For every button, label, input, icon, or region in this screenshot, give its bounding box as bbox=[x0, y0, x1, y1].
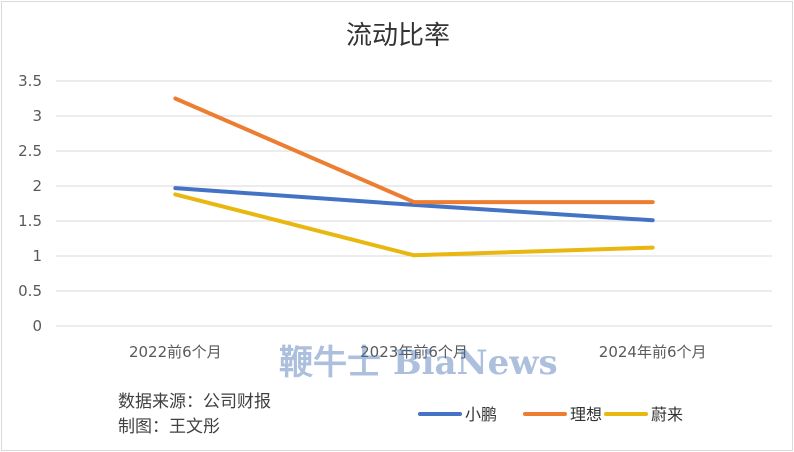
watermark: 鞭牛士 BiaNews bbox=[279, 343, 558, 383]
series-lines bbox=[173, 96, 655, 258]
legend-label: 蔚来 bbox=[651, 405, 683, 424]
y-tick-label: 3 bbox=[32, 107, 42, 125]
series-line-1 bbox=[173, 186, 655, 223]
y-tick-label: 0.5 bbox=[18, 282, 42, 300]
y-tick-label: 0 bbox=[32, 317, 42, 335]
legend-label: 理想 bbox=[570, 405, 602, 424]
series-line-2 bbox=[173, 96, 655, 205]
y-axis-ticks: 0 0.5 1 1.5 2 2.5 3 3.5 bbox=[18, 72, 42, 335]
y-tick-label: 3.5 bbox=[18, 72, 42, 90]
series-line-3 bbox=[173, 192, 655, 258]
y-tick-label: 2.5 bbox=[18, 142, 42, 160]
y-tick-label: 1.5 bbox=[18, 212, 42, 230]
x-axis-ticks: 2022前6个月 2023年前6个月 2024年前6个月 bbox=[129, 343, 707, 361]
chart-title: 流动比率 bbox=[346, 21, 450, 51]
source-note: 数据来源：公司财报 bbox=[118, 392, 271, 412]
x-tick-label: 2024年前6个月 bbox=[599, 343, 707, 361]
x-tick-label: 2022前6个月 bbox=[129, 343, 222, 361]
legend-label: 小鹏 bbox=[465, 405, 497, 424]
x-tick-label: 2023年前6个月 bbox=[360, 343, 468, 361]
legend: 小鹏 理想 蔚来 bbox=[418, 405, 683, 424]
author-note: 制图：王文彤 bbox=[118, 417, 220, 437]
y-tick-label: 1 bbox=[32, 247, 42, 265]
y-tick-label: 2 bbox=[32, 177, 42, 195]
